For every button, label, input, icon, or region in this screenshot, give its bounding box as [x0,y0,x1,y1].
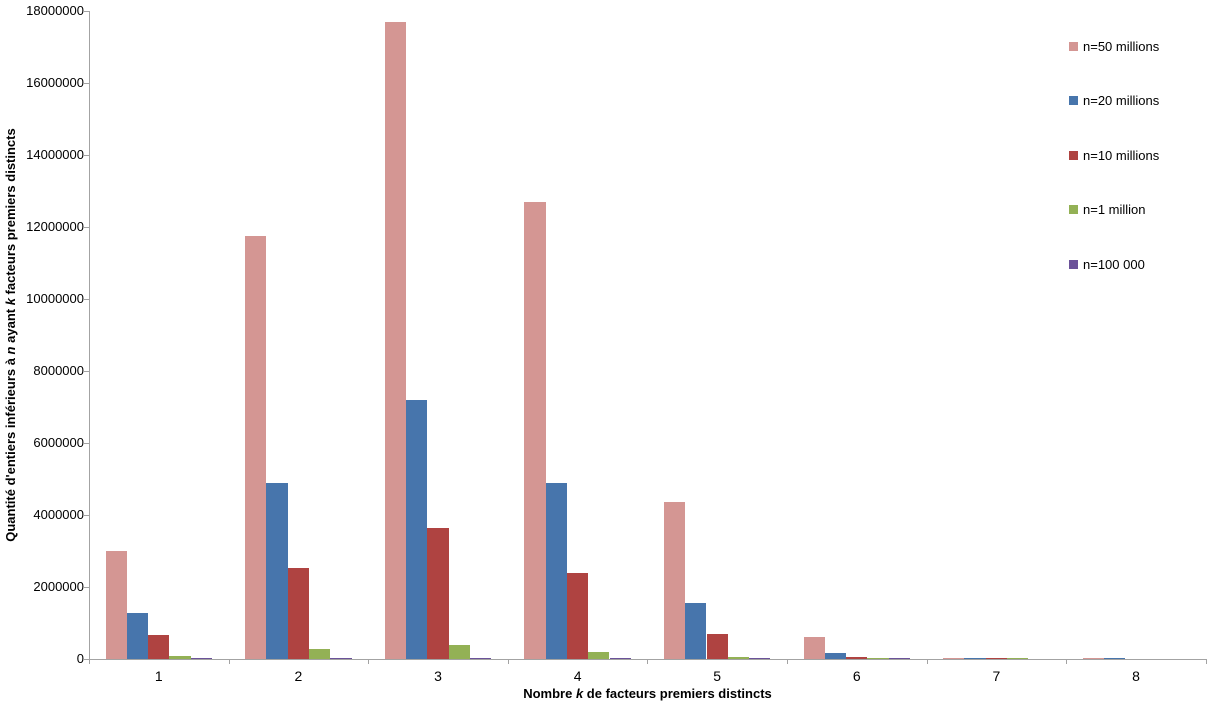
legend-swatch [1069,259,1078,269]
bar [846,656,868,659]
bar [1007,658,1029,659]
bar [663,502,686,659]
axis-title-variable: n [3,346,18,355]
bar [406,399,428,659]
bar [148,635,170,659]
y-tick-label: 14000000 [26,147,84,162]
bar [685,603,707,659]
legend-swatch [1069,205,1078,215]
bar [469,657,492,659]
legend-swatch [1069,41,1078,51]
bar [803,637,825,659]
axis-title-text: de facteurs premiers distincts [583,686,772,701]
bar [448,645,470,659]
x-tick-mark [1066,659,1068,664]
axis-title-text: ayant [3,305,18,347]
x-category-label: 3 [434,668,442,684]
legend-label: n=1 million [1083,202,1146,218]
bar [287,567,309,659]
bar [245,236,267,659]
y-tick-mark [84,155,89,156]
x-tick-mark [228,659,230,664]
y-tick-mark [84,299,89,300]
x-tick-mark [507,659,509,664]
y-tick-label: 16000000 [26,75,84,90]
bar [309,648,331,659]
y-tick-label: 6000000 [33,435,84,450]
bar [749,658,771,659]
bar [706,633,728,659]
y-tick-label: 2000000 [33,579,84,594]
y-tick-label: 0 [76,651,84,666]
legend-label: n=20 millions [1083,93,1160,109]
y-tick-mark [84,587,89,588]
x-category-label: 7 [992,668,1001,684]
legend-label: n=50 millions [1083,38,1160,54]
legend-item: n=1 million [1069,202,1146,218]
bar [566,572,589,659]
x-category-label: 2 [294,668,303,684]
y-tick-label: 4000000 [33,507,84,522]
y-tick-label: 12000000 [26,219,84,234]
x-category-label: 4 [573,668,582,684]
axis-title-variable: k [575,686,584,701]
x-tick-mark [89,659,90,664]
y-tick-mark [84,227,89,228]
x-tick-mark [1205,659,1207,664]
bar [105,550,127,659]
y-tick-mark [84,371,89,372]
bar [867,658,889,659]
legend-label: n=10 millions [1083,147,1160,163]
x-tick-mark [787,659,788,664]
bar [727,657,750,659]
x-axis-title: Nombre k de facteurs premiers distincts [89,686,1206,701]
legend-label: n=100 000 [1083,256,1145,272]
bar [824,652,847,659]
bar [190,658,212,659]
y-tick-mark [84,83,89,84]
y-tick-mark [84,659,89,660]
bar [126,612,149,659]
x-tick-mark [926,659,928,664]
bar [266,482,288,659]
y-tick-mark [84,11,89,12]
bar [609,658,631,659]
bar [1104,658,1126,659]
y-axis-line [89,11,90,659]
x-category-label: 5 [713,668,722,684]
y-axis-title: Quantité d'entiers inférieurs à n ayant … [3,11,19,659]
x-category-label: 1 [154,668,163,684]
legend-swatch [1069,150,1078,160]
legend-item: n=50 millions [1069,38,1160,54]
bar [1082,658,1104,659]
x-category-label: 8 [1132,668,1140,684]
legend-item: n=100 000 [1069,256,1145,272]
bar [985,658,1007,659]
bar [588,651,610,659]
x-tick-mark [647,659,649,664]
bar [888,658,910,659]
bar [964,658,986,659]
y-tick-mark [84,443,89,444]
bar [524,201,546,659]
bar [545,482,567,659]
y-tick-label: 8000000 [33,363,84,378]
axis-title-text: Nombre [523,686,576,701]
bar [330,657,352,659]
y-tick-label: 18000000 [26,3,84,18]
bar [943,658,965,659]
y-tick-mark [84,515,89,516]
legend-item: n=10 millions [1069,147,1160,163]
legend-swatch [1069,96,1078,106]
bar [427,527,449,659]
x-category-label: 6 [852,668,861,684]
legend-item: n=20 millions [1069,93,1160,109]
bar [384,21,406,659]
x-tick-mark [368,659,370,664]
bar [169,656,191,659]
y-tick-label: 10000000 [26,291,84,306]
